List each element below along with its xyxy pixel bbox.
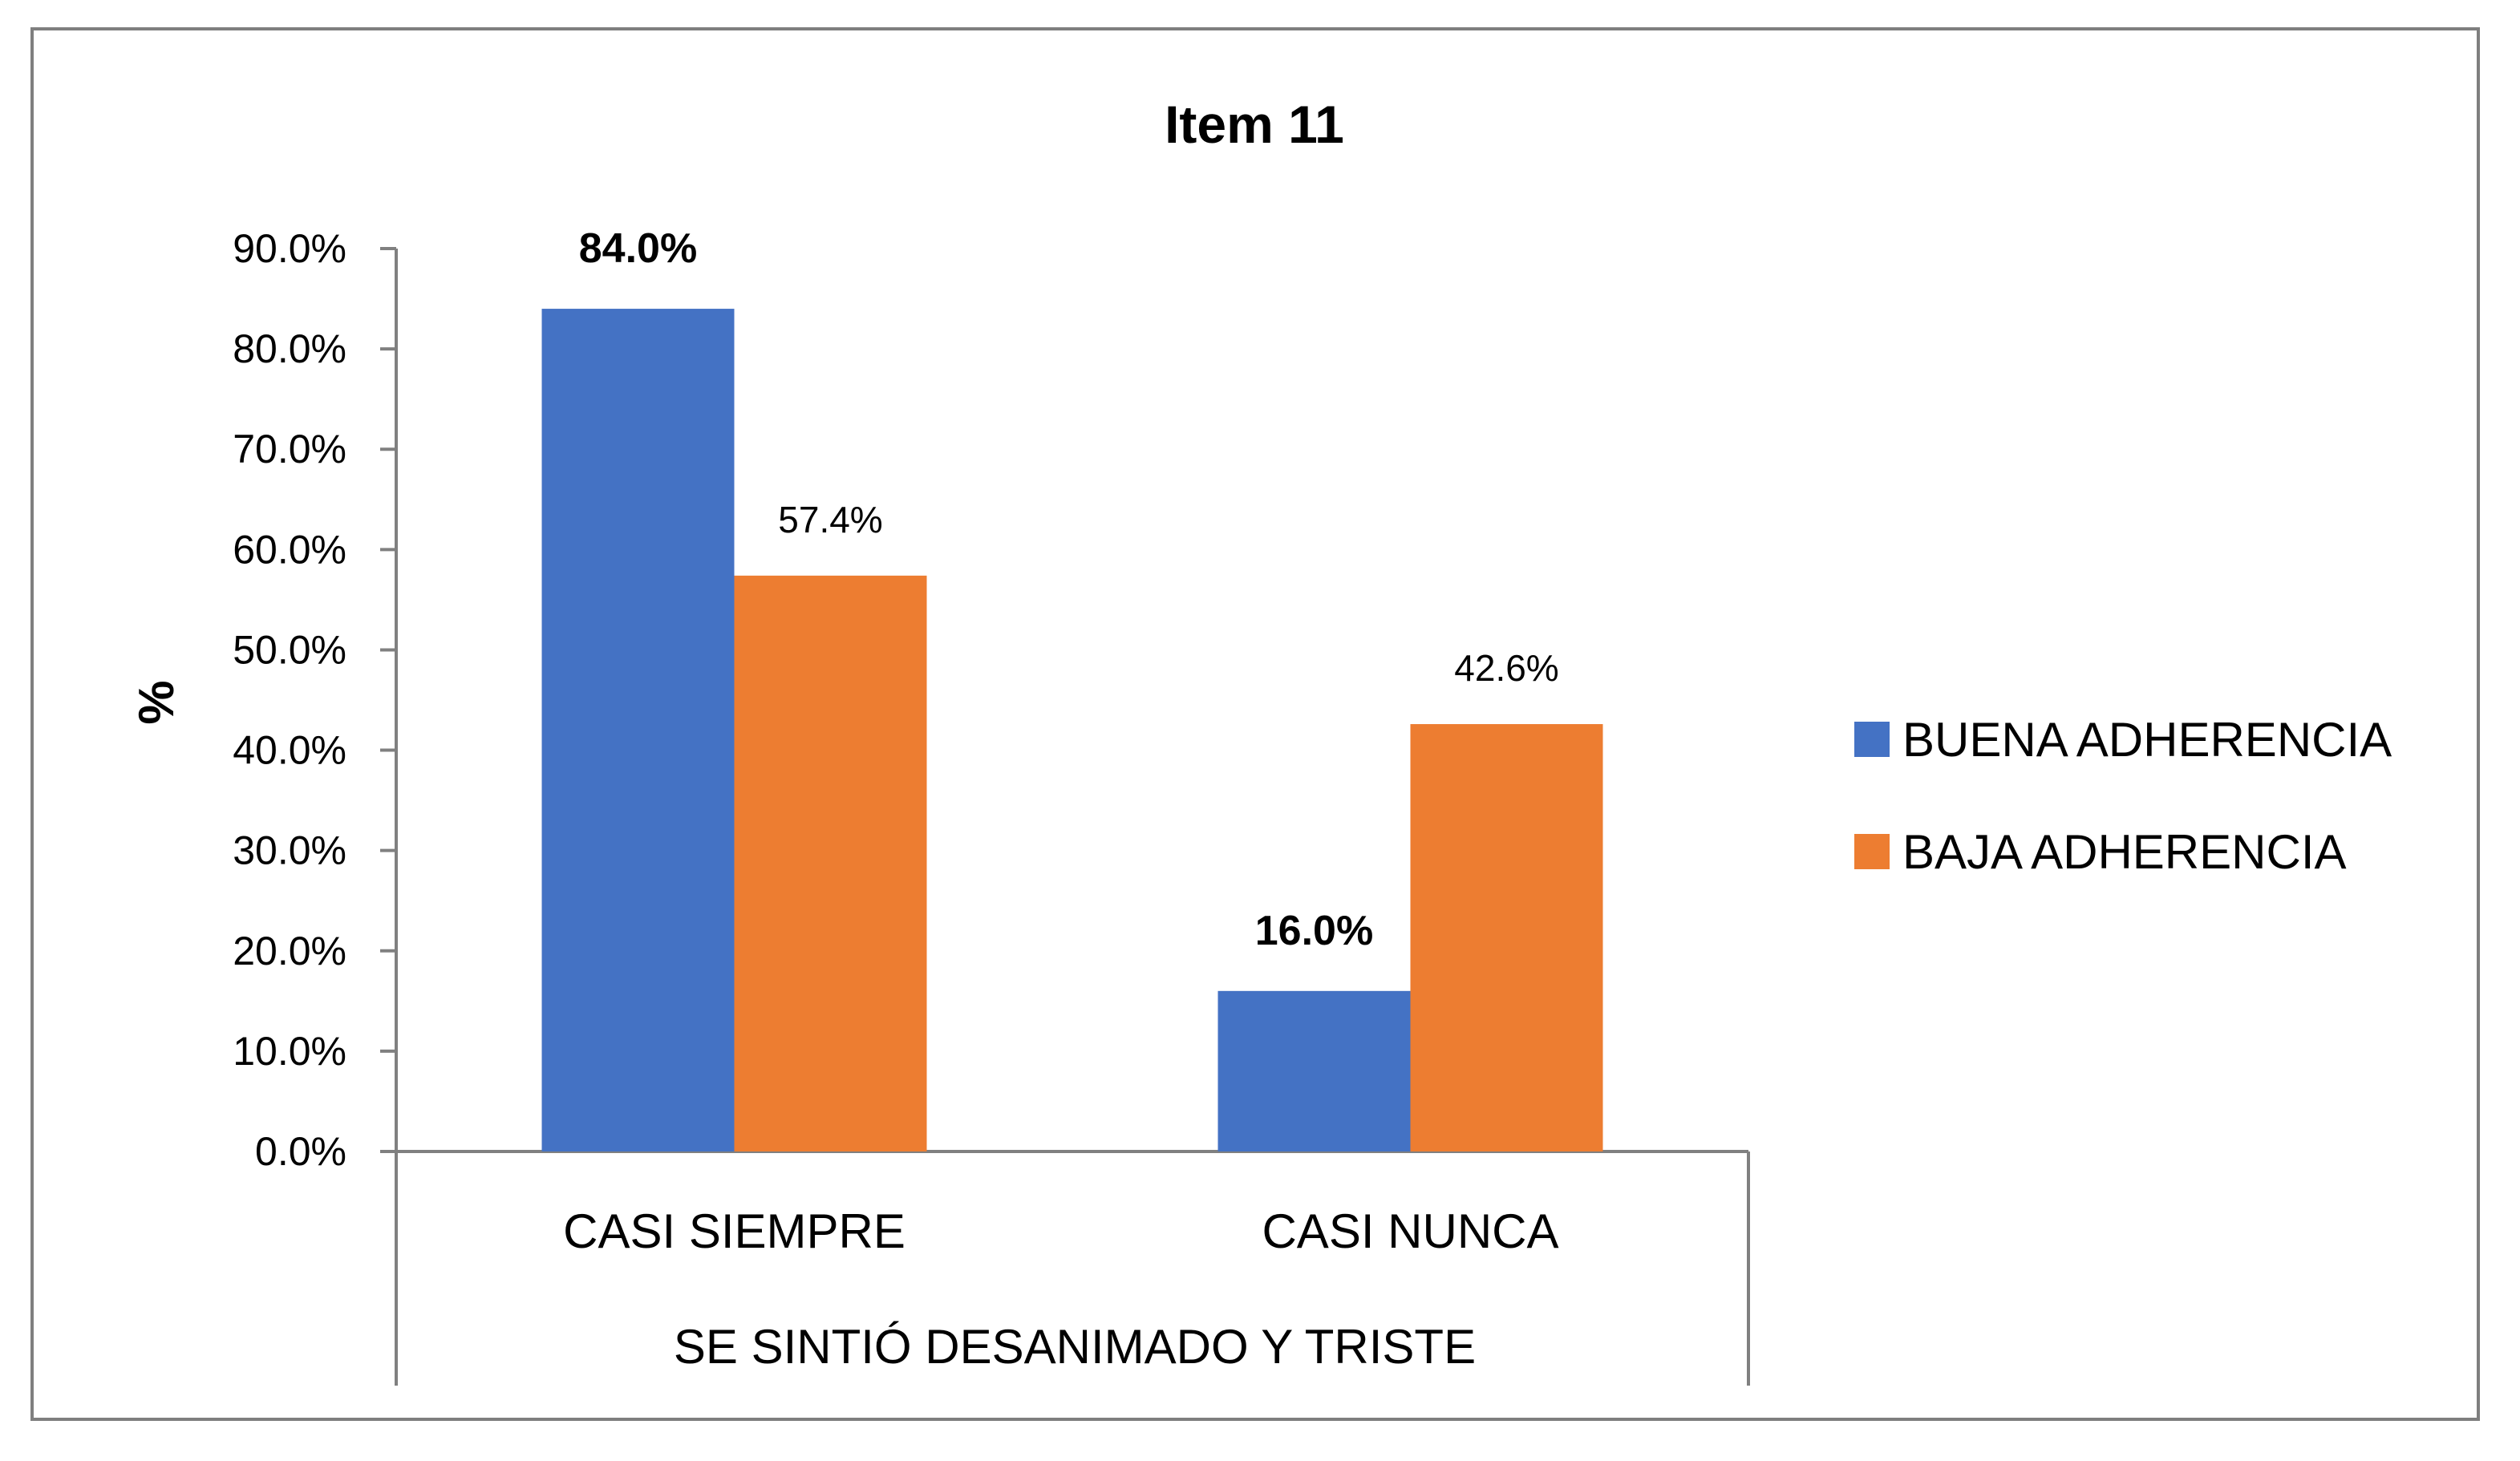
bar bbox=[541, 309, 735, 1152]
chart-title: Item 11 bbox=[1165, 95, 1344, 154]
x-axis-label: SE SINTIÓ DESANIMADO Y TRISTE bbox=[674, 1320, 1476, 1374]
legend-label: BUENA ADHERENCIA bbox=[1902, 713, 2392, 767]
y-tick-label: 80.0% bbox=[233, 326, 346, 371]
data-label: 57.4% bbox=[778, 499, 882, 540]
data-label: 16.0% bbox=[1255, 908, 1373, 954]
y-tick-label: 60.0% bbox=[233, 527, 346, 572]
legend: BUENA ADHERENCIA BAJA ADHERENCIA bbox=[1854, 713, 2392, 879]
y-tick-label: 70.0% bbox=[233, 427, 346, 471]
x-tick-label: CASI NUNCA bbox=[1262, 1204, 1558, 1258]
x-tick-label: CASI SIEMPRE bbox=[563, 1204, 905, 1258]
data-label: 84.0% bbox=[579, 225, 697, 272]
y-tick-label: 40.0% bbox=[233, 728, 346, 773]
y-tick-label: 10.0% bbox=[233, 1029, 346, 1074]
data-label: 42.6% bbox=[1454, 647, 1558, 689]
y-tick-label: 30.0% bbox=[233, 828, 346, 873]
y-tick-label: 0.0% bbox=[255, 1129, 346, 1174]
y-tick-label: 50.0% bbox=[233, 627, 346, 672]
data-labels: 84.0% 57.4% 16.0% 42.6% bbox=[579, 225, 1559, 954]
bar bbox=[734, 575, 927, 1151]
y-tick-label: 20.0% bbox=[233, 929, 346, 973]
bar bbox=[1217, 990, 1411, 1151]
legend-swatch bbox=[1854, 834, 1890, 869]
legend-swatch bbox=[1854, 722, 1890, 757]
bars bbox=[541, 309, 1603, 1152]
y-tick-label: 90.0% bbox=[233, 226, 346, 271]
legend-label: BAJA ADHERENCIA bbox=[1902, 825, 2347, 879]
chart-frame bbox=[30, 27, 2480, 1421]
bar bbox=[1410, 724, 1603, 1151]
axes: 0.0% 10.0% 20.0% 30.0% 40.0% 50.0% 60.0% 70.0% 8… bbox=[233, 226, 1750, 1386]
y-axis-label: % bbox=[129, 680, 184, 724]
